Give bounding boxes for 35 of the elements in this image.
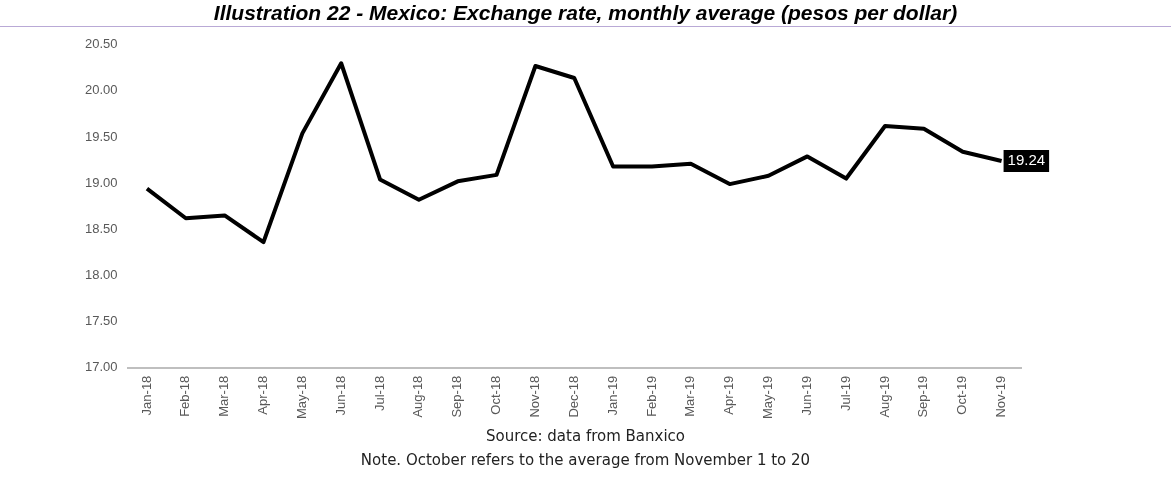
y-tick-label: 20.50 <box>84 36 118 52</box>
y-tick-label: 18.50 <box>84 220 118 236</box>
x-tick-label: Mar-19 <box>682 375 698 417</box>
x-tick-label: Jul-18 <box>371 375 387 412</box>
x-tick-label: Oct-18 <box>488 375 504 415</box>
x-tick-label: Oct-19 <box>954 375 970 415</box>
x-tick-label: Jan-19 <box>604 375 620 416</box>
x-tick-label: May-19 <box>760 375 776 420</box>
x-tick-label: Dec-18 <box>565 375 581 418</box>
data-label: 19.24 <box>1007 151 1046 169</box>
x-tick-label: Sep-18 <box>449 375 465 418</box>
x-tick-label: Apr-18 <box>255 375 271 415</box>
x-tick-label: Jun-18 <box>332 375 348 416</box>
y-tick-label: 19.00 <box>84 174 118 190</box>
y-tick-label: 20.00 <box>84 82 118 98</box>
x-tick-label: Nov-19 <box>993 375 1009 418</box>
source-note: Source: data from Banxico <box>485 426 686 447</box>
x-tick-label: Jun-19 <box>798 375 814 416</box>
x-tick-label: Aug-18 <box>410 375 426 418</box>
x-tick-label: Jan-18 <box>138 375 154 416</box>
x-tick-label: May-18 <box>293 375 309 420</box>
x-tick-label: Nov-18 <box>527 375 542 418</box>
y-tick-label: 17.50 <box>84 313 118 329</box>
x-tick-label: Mar-18 <box>216 375 232 417</box>
x-tick-label: Sep-19 <box>915 375 931 418</box>
y-tick-label: 19.50 <box>84 128 118 144</box>
y-tick-label: 18.00 <box>84 266 118 282</box>
y-tick-label: 17.00 <box>84 359 118 375</box>
x-tick-label: Feb-19 <box>643 375 659 417</box>
x-tick-label: Apr-19 <box>721 375 737 415</box>
x-tick-label: Aug-19 <box>876 375 892 418</box>
chart-title: Illustration 22 - Mexico: Exchange rate, monthly average (pesos per dollar) <box>0 0 1171 27</box>
x-tick-label: Feb-18 <box>177 375 193 417</box>
text: Note. October refers to the average from November 1 to 20 <box>359 450 812 471</box>
x-tick-label: Jul-19 <box>837 375 853 412</box>
